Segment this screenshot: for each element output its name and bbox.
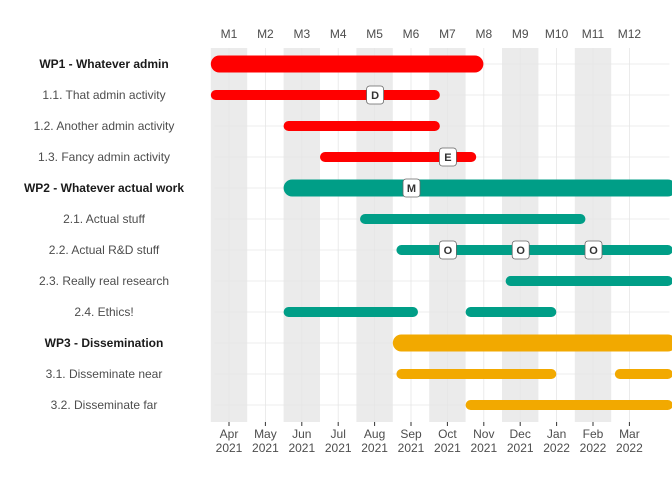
top-tick-label: M10	[545, 27, 569, 41]
activity-label: 3.1. Disseminate near	[46, 367, 163, 381]
top-axis: M1 M2 M3 M4 M5 M6 M7 M8 M9 M10 M11 M12	[221, 27, 642, 41]
bottom-tick-month: Mar	[619, 427, 640, 441]
row-labels: WP1 - Whatever admin 1.1. That admin acti…	[24, 57, 184, 412]
bottom-tick-month: Oct	[438, 427, 457, 441]
bottom-tick-year: 2021	[288, 441, 315, 455]
bottom-tick-month: Feb	[583, 427, 604, 441]
top-tick-label: M9	[512, 27, 529, 41]
bottom-tick-year: 2022	[580, 441, 607, 455]
wp-label: WP3 - Dissemination	[45, 336, 164, 350]
activity-label: 2.1. Actual stuff	[63, 212, 145, 226]
bottom-tick-year: 2021	[252, 441, 279, 455]
activity-label: 2.4. Ethics!	[74, 305, 133, 319]
bottom-tick-year: 2021	[507, 441, 534, 455]
top-tick-label: M7	[439, 27, 456, 41]
bottom-tick-month: Nov	[473, 427, 494, 441]
bottom-tick-month: Jun	[292, 427, 311, 441]
bottom-tick-year: 2021	[216, 441, 243, 455]
bottom-tick-month: Aug	[364, 427, 385, 441]
bottom-axis: Apr2021May2021Jun2021Jul2021Aug2021Sep20…	[216, 422, 643, 455]
milestone-label: D	[371, 90, 379, 102]
milestone-box	[438, 240, 457, 260]
top-tick-label: M4	[330, 27, 347, 41]
milestone-label: M	[407, 183, 416, 195]
bottom-tick-month: Apr	[220, 427, 239, 441]
milestone-box	[402, 178, 421, 198]
milestone-box	[511, 240, 530, 260]
bottom-tick-month: Sep	[400, 427, 422, 441]
bottom-tick-year: 2022	[616, 441, 643, 455]
activity-label: 2.3. Really real research	[39, 274, 169, 288]
milestone-box	[366, 85, 385, 105]
bottom-tick-month: Jan	[547, 427, 566, 441]
bottom-tick-month: Dec	[510, 427, 531, 441]
bottom-tick-month: May	[254, 427, 277, 441]
top-tick-label: M12	[618, 27, 642, 41]
milestone-label: O	[444, 245, 453, 257]
top-tick-label: M5	[366, 27, 383, 41]
top-tick-label: M11	[582, 27, 605, 41]
bottom-tick-year: 2021	[434, 441, 461, 455]
activity-label: 1.3. Fancy admin activity	[38, 150, 170, 164]
milestones: D E M O O O	[366, 85, 603, 260]
milestone-label: O	[589, 245, 598, 257]
bottom-tick-year: 2021	[361, 441, 388, 455]
top-tick-label: M8	[475, 27, 492, 41]
wp-label: WP2 - Whatever actual work	[24, 181, 184, 195]
milestone-box	[584, 240, 603, 260]
milestone-label: E	[444, 152, 451, 164]
activity-label: 1.2. Another admin activity	[34, 119, 175, 133]
milestone-box	[438, 147, 457, 167]
bottom-tick-year: 2021	[470, 441, 497, 455]
bottom-tick-year: 2022	[543, 441, 570, 455]
milestone-label: O	[516, 245, 525, 257]
activity-label: 1.1. That admin activity	[42, 88, 165, 102]
bottom-tick-month: Jul	[331, 427, 346, 441]
top-tick-label: M3	[293, 27, 310, 41]
bottom-tick-year: 2021	[325, 441, 352, 455]
bottom-tick-year: 2021	[398, 441, 425, 455]
activity-label: 2.2. Actual R&D stuff	[49, 243, 160, 257]
activity-label: 3.2. Disseminate far	[51, 398, 158, 412]
wp-label: WP1 - Whatever admin	[39, 57, 168, 71]
top-tick-label: M6	[403, 27, 420, 41]
top-tick-label: M1	[221, 27, 238, 41]
top-tick-label: M2	[257, 27, 274, 41]
